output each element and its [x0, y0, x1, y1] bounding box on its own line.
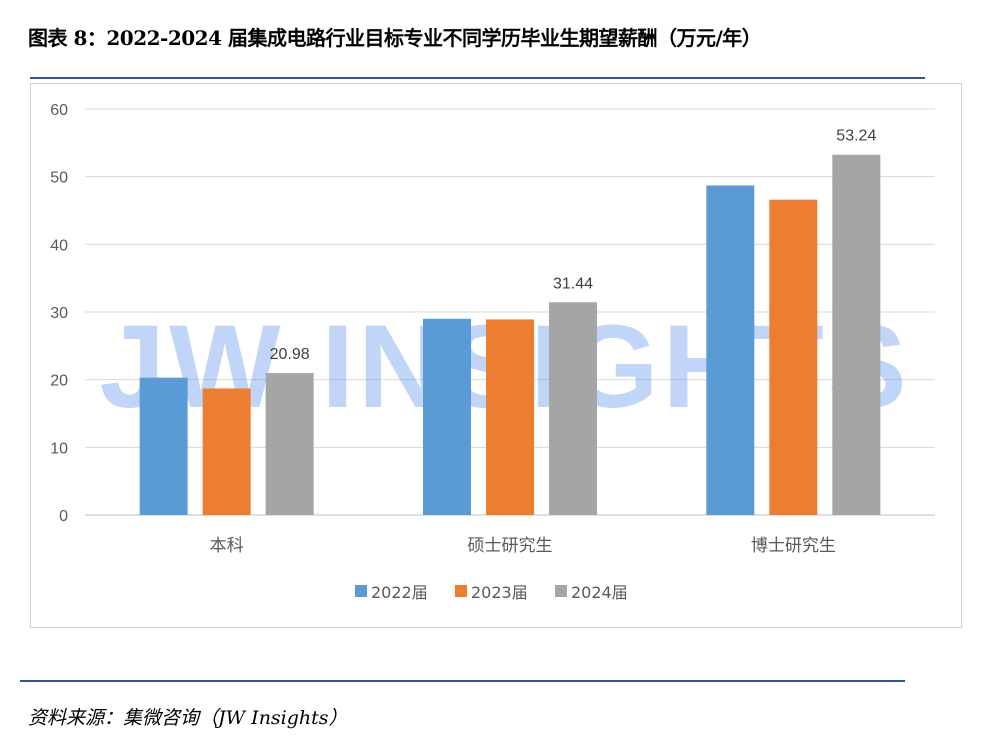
title-divider	[30, 77, 925, 79]
legend-swatch	[455, 585, 467, 597]
source-divider	[20, 680, 905, 682]
bar-2024届-硕士研究生	[549, 302, 597, 515]
data-label: 20.98	[270, 346, 310, 363]
y-tick-label: 0	[59, 508, 68, 525]
source-note: 资料来源：集微咨询（JW Insights）	[28, 707, 348, 729]
bar-2024届-本科	[265, 373, 314, 515]
y-tick-label: 40	[50, 237, 68, 254]
data-label: 31.44	[553, 275, 593, 292]
legend-label: 2024届	[571, 583, 628, 602]
bar-2024届-博士研究生	[832, 154, 881, 515]
x-tick-label: 博士研究生	[751, 536, 836, 556]
y-tick-label: 30	[50, 305, 68, 322]
bar-2023届-本科	[202, 388, 251, 515]
y-tick-label: 50	[50, 170, 68, 187]
chart-frame	[30, 83, 962, 628]
x-tick-label: 硕士研究生	[468, 536, 553, 556]
legend-label: 2022届	[371, 583, 428, 602]
y-tick-label: 10	[50, 440, 68, 457]
chart-title: 图表 8：2022-2024 届集成电路行业目标专业不同学历毕业生期望薪酬（万元…	[28, 26, 762, 50]
legend-swatch	[355, 585, 367, 597]
y-tick-label: 60	[50, 102, 68, 119]
bar-2022届-本科	[139, 377, 188, 515]
data-label: 53.24	[836, 128, 876, 145]
bar-2023届-博士研究生	[769, 199, 818, 515]
bar-2023届-硕士研究生	[486, 319, 534, 515]
bar-2022届-博士研究生	[706, 185, 755, 516]
y-tick-label: 20	[50, 373, 68, 390]
legend-label: 2023届	[471, 583, 528, 602]
x-tick-label: 本科	[210, 536, 244, 556]
legend-swatch	[555, 585, 567, 597]
bar-2022届-硕士研究生	[423, 318, 471, 515]
